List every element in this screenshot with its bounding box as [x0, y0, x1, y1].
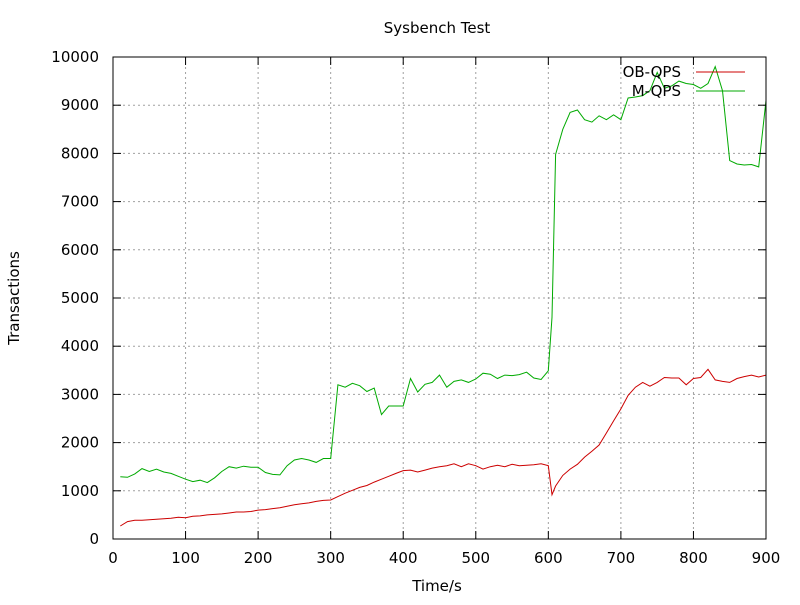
- legend-label-ob-qps: OB-QPS: [623, 63, 681, 81]
- y-tick-label: 5000: [61, 289, 99, 307]
- y-tick-label: 3000: [61, 385, 99, 403]
- x-tick-label: 900: [752, 549, 781, 567]
- x-tick-label: 600: [534, 549, 563, 567]
- y-tick-label: 0: [89, 530, 99, 548]
- x-tick-label: 700: [607, 549, 636, 567]
- x-tick-label: 100: [171, 549, 200, 567]
- x-tick-label: 400: [389, 549, 418, 567]
- x-axis-label: Time/s: [411, 577, 462, 595]
- y-tick-label: 7000: [61, 193, 99, 211]
- x-tick-label: 200: [244, 549, 273, 567]
- y-tick-label: 2000: [61, 434, 99, 452]
- y-tick-label: 6000: [61, 241, 99, 259]
- x-tick-label: 800: [679, 549, 708, 567]
- grid: [113, 57, 766, 539]
- y-tick-label: 8000: [61, 144, 99, 162]
- y-tick-label: 4000: [61, 337, 99, 355]
- y-tick-label: 10000: [51, 48, 99, 66]
- y-tick-label: 9000: [61, 96, 99, 114]
- x-tick-label: 300: [316, 549, 345, 567]
- x-tick-label: 500: [461, 549, 490, 567]
- ticks: 0 100 200 300 400 500 600 700 800 900010002000300…: [51, 48, 780, 567]
- series-line-ob-qps: [120, 368, 767, 527]
- y-axis-label: Transactions: [5, 251, 23, 346]
- series-lines: [120, 65, 767, 527]
- legend-label-m-qps: M-QPS: [632, 82, 681, 100]
- chart-title: Sysbench Test: [384, 19, 491, 37]
- y-tick-label: 1000: [61, 482, 99, 500]
- x-tick-label: 0: [108, 549, 118, 567]
- series-line-m-qps: [120, 65, 767, 484]
